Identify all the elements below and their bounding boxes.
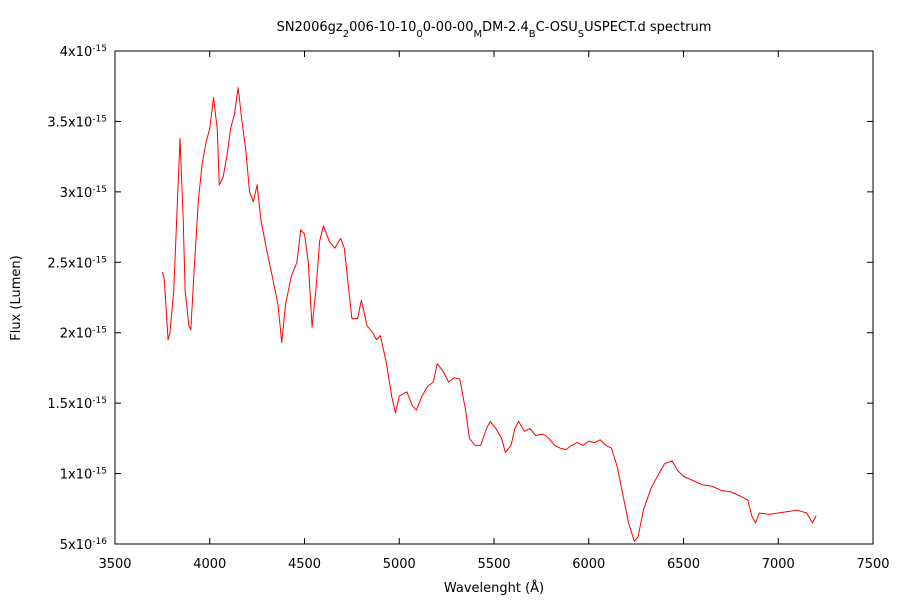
title-part: S — [578, 29, 584, 40]
y-tick-label: 3.5x10-15 — [47, 114, 107, 130]
title-part: SN2006gz — [277, 20, 343, 35]
x-tick-label: 3500 — [98, 557, 131, 572]
y-tick-exponent: -15 — [92, 396, 107, 406]
title-part: USPECT.d spectrum — [584, 20, 711, 35]
x-tick-label: 6000 — [572, 557, 605, 572]
title-part: DM-2.4 — [482, 20, 529, 35]
x-axis-label: Wavelenght (Å) — [444, 580, 544, 596]
y-tick-mantissa: 3x10 — [60, 186, 93, 201]
title-part: 006-10-10 — [349, 20, 416, 35]
title-part: C-OSU — [536, 20, 578, 35]
y-tick-label: 1x10-15 — [60, 467, 107, 483]
y-tick-label: 5x10-16 — [60, 537, 107, 553]
y-tick-label: 2.5x10-15 — [47, 255, 107, 271]
x-tick-label: 4000 — [193, 557, 226, 572]
title-part: 0 — [416, 29, 422, 40]
x-tick-label: 7500 — [856, 557, 889, 572]
y-tick-mantissa: 1x10 — [60, 468, 93, 483]
y-axis-label: Flux (Lumen) — [9, 255, 24, 340]
spectrum-line — [161, 87, 817, 542]
y-tick-exponent: -15 — [92, 326, 107, 336]
y-tick-mantissa: 1.5x10 — [47, 397, 92, 412]
title-part: M — [473, 29, 482, 40]
y-tick-exponent: -16 — [92, 537, 107, 547]
y-tick-mantissa: 2.5x10 — [47, 256, 92, 271]
x-tick-label: 6500 — [667, 557, 700, 572]
plot-frame — [114, 50, 874, 545]
y-tick-exponent: -15 — [92, 44, 107, 54]
x-tick-label: 4500 — [288, 557, 321, 572]
y-tick-mantissa: 3.5x10 — [47, 115, 92, 130]
title-part: 0-00-00 — [423, 20, 474, 35]
x-tick-label: 5000 — [383, 557, 416, 572]
y-tick-label: 2x10-15 — [60, 326, 107, 342]
y-tick-label: 3x10-15 — [60, 185, 107, 201]
y-tick-exponent: -15 — [92, 467, 107, 477]
y-tick-mantissa: 2x10 — [60, 327, 93, 342]
y-tick-mantissa: 4x10 — [60, 45, 93, 60]
y-tick-mantissa: 5x10 — [60, 538, 93, 553]
title-part: B — [529, 29, 536, 40]
y-tick-label: 1.5x10-15 — [47, 396, 107, 412]
x-tick-label: 7000 — [762, 557, 795, 572]
y-tick-label: 4x10-15 — [60, 44, 107, 60]
y-tick-exponent: -15 — [92, 185, 107, 195]
x-tick-label: 5500 — [477, 557, 510, 572]
chart-title: SN2006gz2006-10-1000-00-00MDM-2.4BC-OSUS… — [277, 20, 712, 40]
y-tick-exponent: -15 — [92, 114, 107, 124]
title-part: 2 — [343, 29, 349, 40]
y-tick-exponent: -15 — [92, 255, 107, 265]
